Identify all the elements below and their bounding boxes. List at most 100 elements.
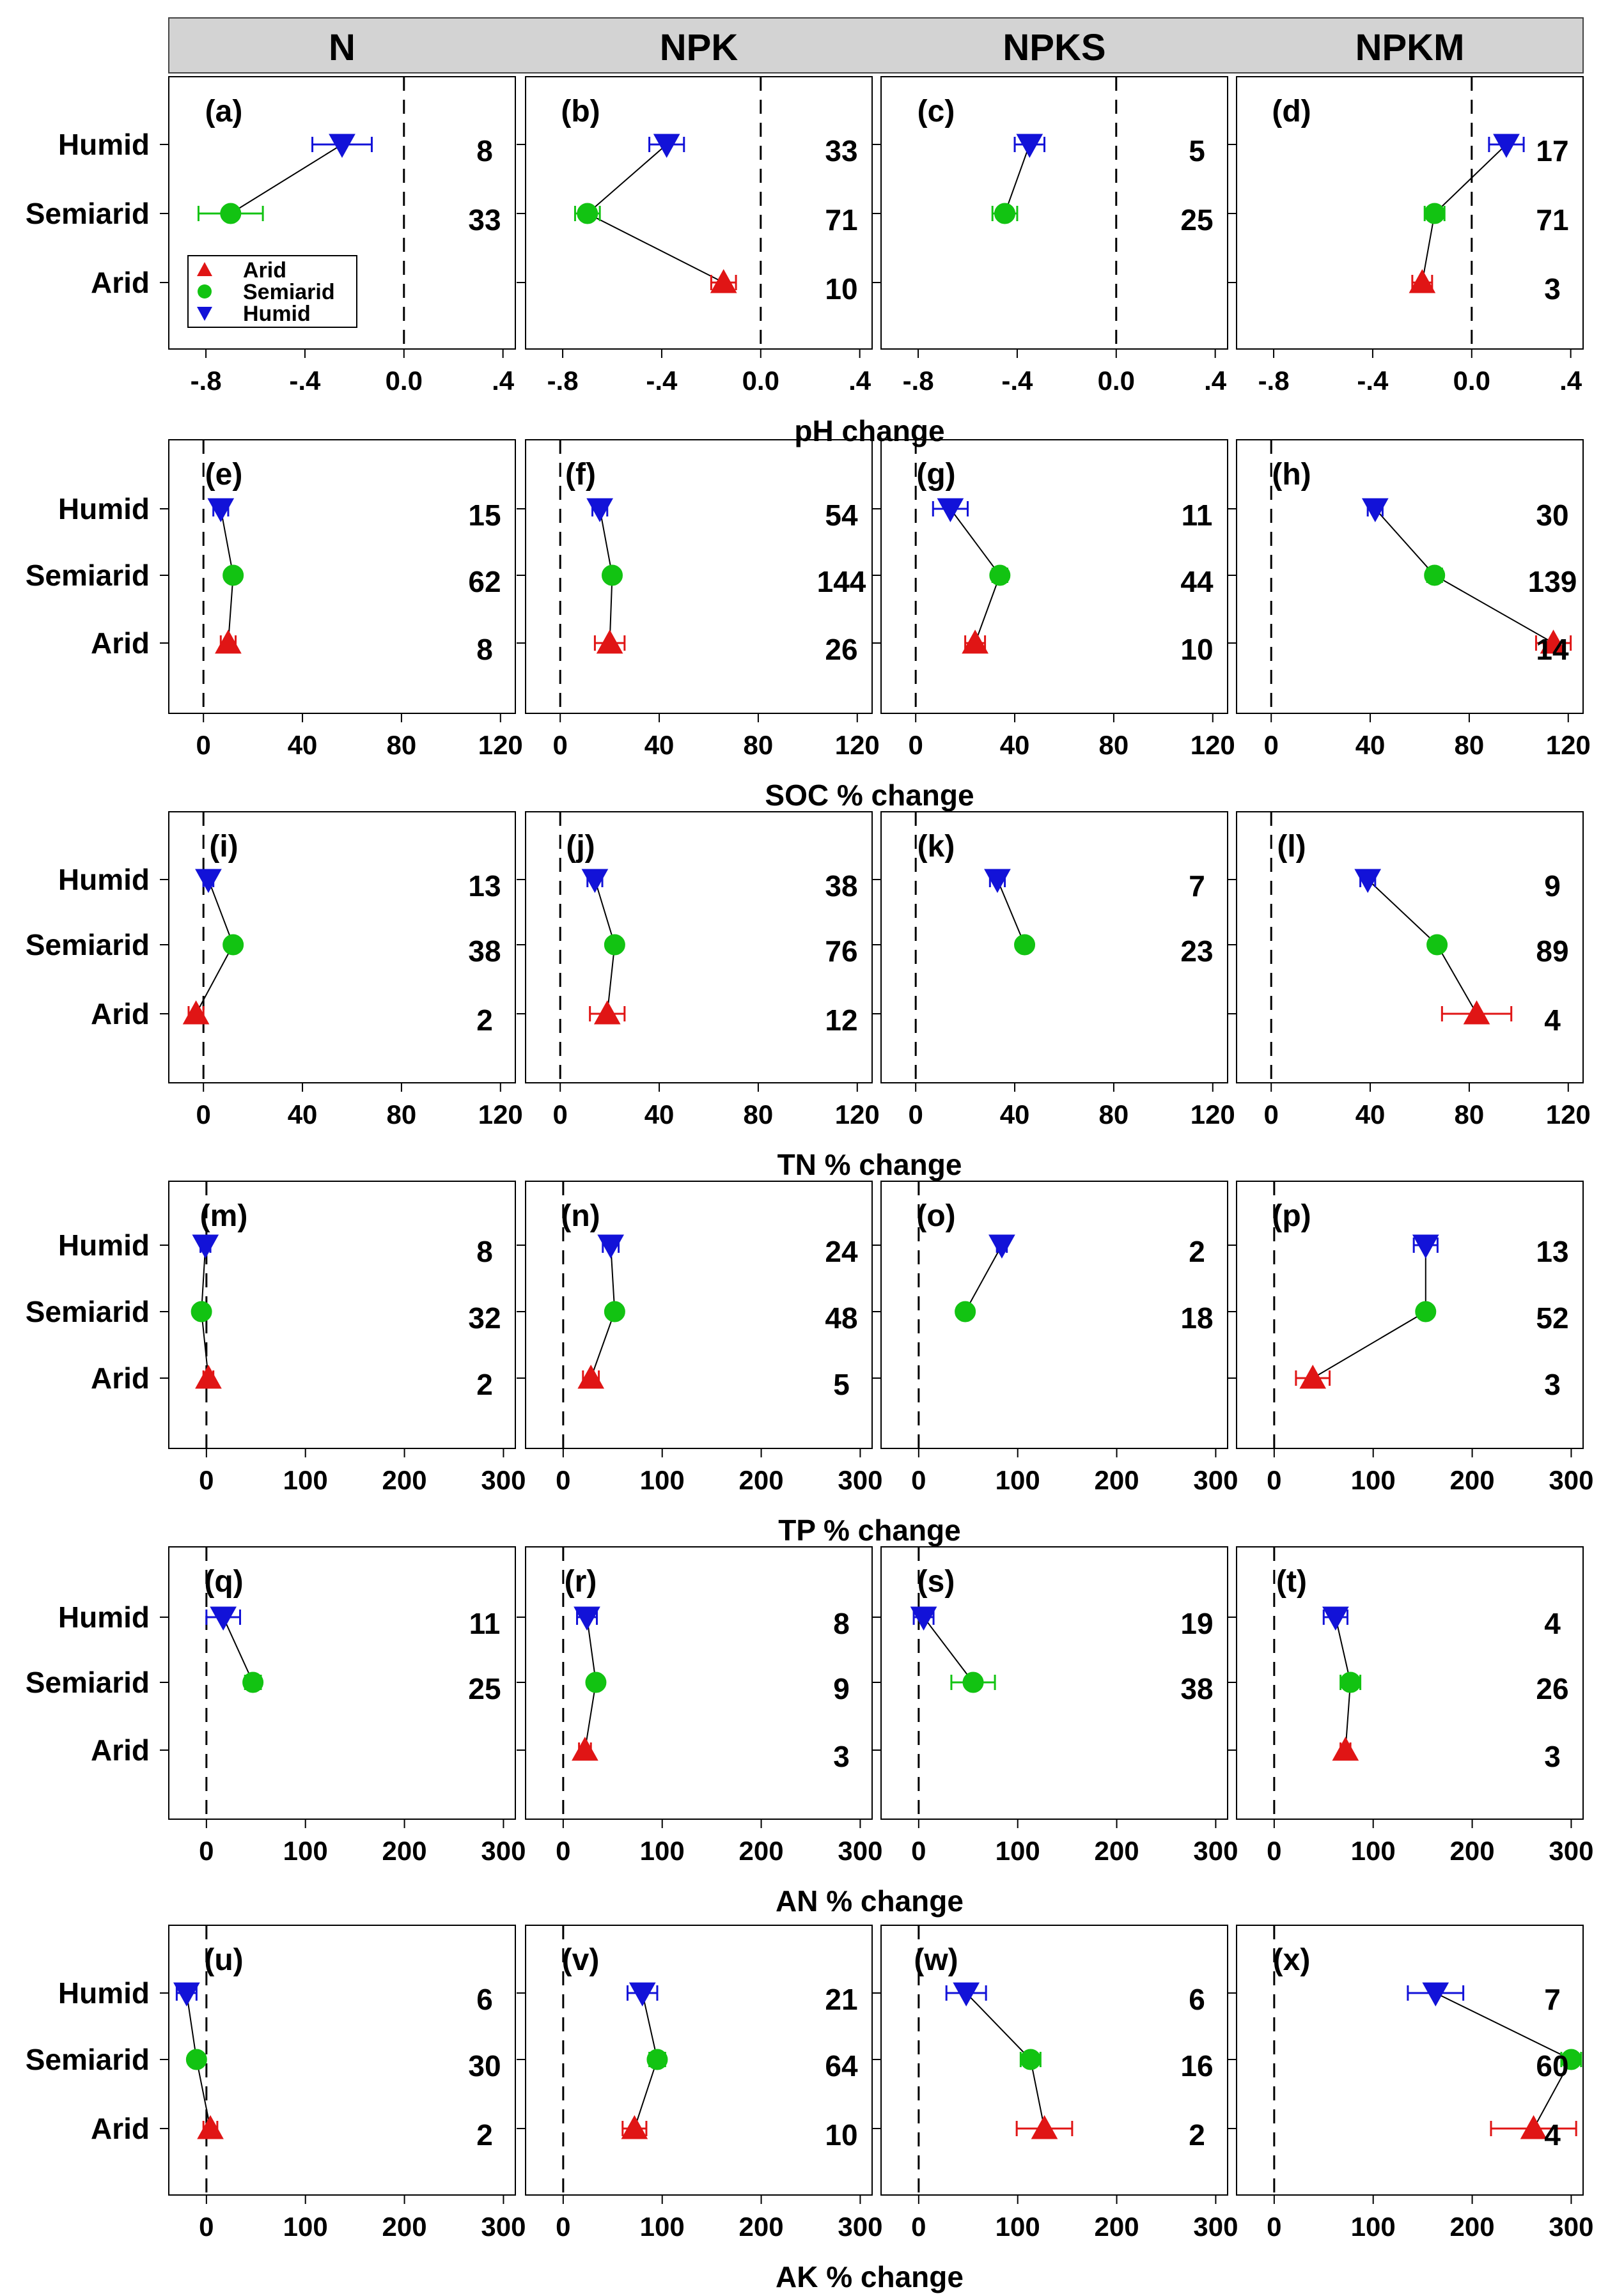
x-tick-label: 0 [199, 2212, 214, 2242]
panel-frame [525, 811, 873, 1083]
sample-count-label: 10 [825, 272, 857, 306]
x-tick-label: -.4 [289, 366, 321, 396]
x-tick-label: 0 [911, 1836, 926, 1866]
legend-label: Semiarid [243, 280, 335, 304]
panel-frame [880, 439, 1228, 714]
x-tick-label: 300 [838, 2212, 882, 2242]
panel-j: 0 40 80 120 (j) 38 76 12 [517, 811, 880, 1129]
marker-semiarid [185, 2049, 207, 2070]
marker-arid [195, 1364, 222, 1389]
x-tick-label: 80 [387, 730, 417, 760]
sample-count-label: 144 [817, 565, 866, 598]
sample-count-label: 9 [833, 1672, 850, 1705]
sample-count-label: 8 [476, 134, 493, 167]
x-tick-label: 100 [996, 1465, 1040, 1495]
x-tick-label: -.4 [1001, 366, 1033, 396]
sample-count-label: 6 [1189, 1983, 1205, 2016]
connecting-line [997, 879, 1026, 945]
panel-n: 0 100 200 300 (n) 24 48 5 [517, 1181, 882, 1495]
sample-count-label: 54 [825, 499, 858, 532]
marker-semiarid [1339, 1672, 1361, 1693]
x-tick-label: .4 [492, 366, 515, 396]
x-tick-label: 200 [1450, 2212, 1495, 2242]
x-tick-label: 40 [1355, 1099, 1386, 1129]
x-tick-label: 300 [481, 1465, 526, 1495]
marker-semiarid [1415, 1301, 1437, 1323]
marker-semiarid [604, 1301, 625, 1323]
panel-frame [168, 1181, 516, 1449]
column-header: NPK [660, 27, 738, 68]
x-tick-label: 300 [838, 1836, 882, 1866]
sample-count-label: 9 [1544, 869, 1561, 903]
marker-semiarid [962, 1672, 984, 1693]
panel-label: (b) [561, 95, 600, 128]
x-tick-label: 0 [911, 2212, 926, 2242]
panel-label: (l) [1277, 830, 1306, 864]
marker-humid [1322, 1606, 1349, 1631]
x-tick-label: 200 [382, 2212, 427, 2242]
sample-count-label: 5 [1189, 134, 1205, 167]
marker-humid [1493, 134, 1520, 159]
sample-count-label: 12 [825, 1004, 857, 1037]
panel-frame [525, 1181, 873, 1449]
panel-label: (w) [914, 1943, 958, 1977]
x-tick-label: 200 [739, 1836, 784, 1866]
sample-count-label: 7 [1544, 1983, 1561, 2016]
x-axis-title: pH change [794, 414, 944, 447]
marker-arid [1031, 2114, 1058, 2139]
sample-count-label: 4 [1544, 2118, 1561, 2152]
marker-semiarid [1424, 564, 1446, 586]
sample-count-label: 38 [468, 935, 501, 968]
panel-label: (c) [918, 95, 955, 128]
marker-semiarid [989, 564, 1011, 586]
marker-humid [329, 134, 355, 159]
sample-count-label: 10 [1180, 633, 1213, 666]
sample-count-label: 2 [1189, 1235, 1205, 1268]
panel-b: -.8 -.4 0.0 .4 (b) 33 71 10 [517, 76, 873, 396]
x-tick-label: 200 [1450, 1836, 1495, 1866]
sample-count-label: 30 [468, 2049, 501, 2083]
marker-humid [574, 1606, 600, 1631]
marker-semiarid [602, 564, 623, 586]
column-header: NPKM [1355, 27, 1465, 68]
panel-label: (u) [204, 1943, 243, 1977]
sample-count-label: 18 [1180, 1301, 1213, 1335]
marker-arid [962, 629, 988, 654]
marker-semiarid [223, 564, 244, 586]
legend-label: Humid [243, 302, 311, 326]
sample-count-label: 13 [468, 869, 501, 903]
x-tick-label: 80 [387, 1099, 417, 1129]
y-category-label: Arid [91, 1361, 150, 1395]
sample-count-label: 10 [825, 2118, 857, 2152]
sample-count-label: 11 [1182, 499, 1213, 532]
y-category-label: Arid [91, 2112, 150, 2145]
marker-semiarid [1014, 934, 1036, 956]
sample-count-label: 2 [1189, 2118, 1205, 2152]
panel-p: 0 100 200 300 (p) 13 52 3 [1228, 1181, 1593, 1495]
x-tick-label: 0 [1267, 1836, 1281, 1866]
panel-label: (h) [1272, 458, 1311, 492]
x-axis-title: SOC % change [765, 779, 974, 812]
marker-humid [910, 1606, 937, 1631]
marker-humid [192, 1234, 219, 1259]
panel-q: 0 100 200 300 (q) 11 25 [160, 1546, 526, 1866]
x-tick-label: 0 [196, 730, 211, 760]
sample-count-label: 44 [1180, 565, 1214, 598]
marker-humid [953, 1982, 980, 2007]
panel-frame [1236, 1181, 1584, 1449]
marker-arid [621, 2114, 648, 2139]
marker-semiarid [955, 1301, 976, 1323]
x-tick-label: 0 [199, 1836, 214, 1866]
x-tick-label: 300 [1193, 1836, 1238, 1866]
y-category-label: Humid [58, 128, 150, 161]
panel-r: 0 100 200 300 (r) 8 9 3 [517, 1546, 882, 1866]
x-tick-label: 200 [1095, 2212, 1139, 2242]
y-category-label: Arid [91, 626, 150, 660]
x-tick-label: 40 [1000, 1099, 1030, 1129]
sample-count-label: 16 [1180, 2049, 1213, 2083]
panel-label: (a) [205, 95, 243, 128]
y-category-label: Semiarid [26, 928, 150, 961]
marker-humid [988, 1234, 1015, 1259]
